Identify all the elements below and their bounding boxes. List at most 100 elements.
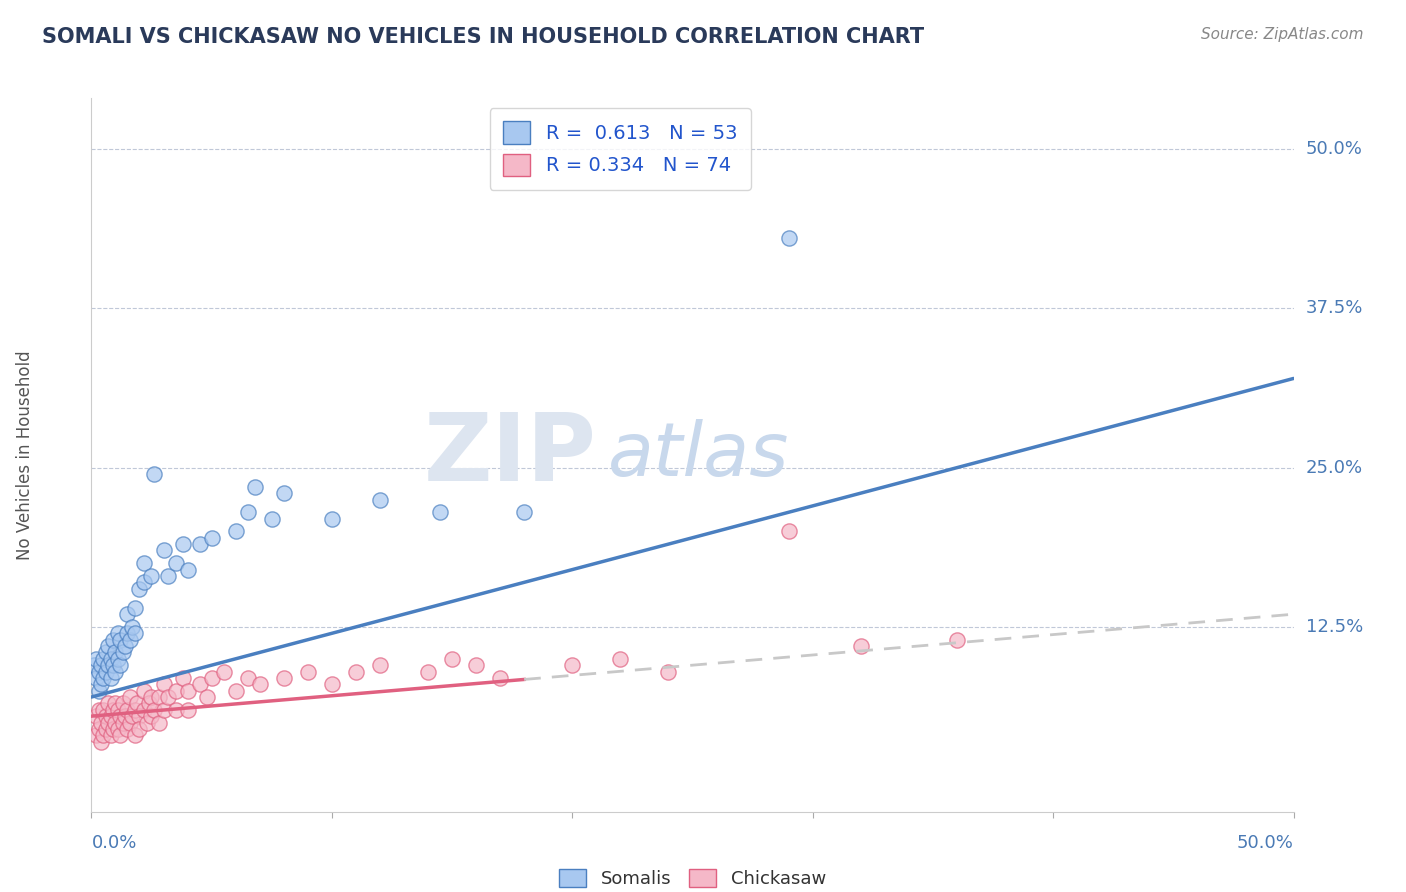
Point bbox=[141, 709, 163, 723]
Point bbox=[93, 728, 115, 742]
Point bbox=[97, 639, 120, 653]
Point bbox=[107, 652, 129, 666]
Point bbox=[111, 715, 134, 730]
Point bbox=[134, 683, 156, 698]
Point bbox=[110, 709, 132, 723]
Point bbox=[100, 652, 122, 666]
Point bbox=[101, 703, 124, 717]
Point bbox=[946, 632, 969, 647]
Point bbox=[124, 703, 146, 717]
Text: 50.0%: 50.0% bbox=[1237, 834, 1294, 852]
Text: No Vehicles in Household: No Vehicles in Household bbox=[17, 350, 34, 560]
Point bbox=[152, 703, 174, 717]
Point bbox=[97, 697, 120, 711]
Point bbox=[107, 626, 129, 640]
Point bbox=[118, 715, 141, 730]
Point bbox=[124, 600, 146, 615]
Point bbox=[118, 632, 141, 647]
Point bbox=[513, 505, 536, 519]
Point bbox=[128, 709, 150, 723]
Point bbox=[172, 671, 194, 685]
Point bbox=[778, 524, 800, 539]
Point bbox=[117, 703, 139, 717]
Point bbox=[84, 652, 107, 666]
Point bbox=[101, 722, 124, 736]
Point bbox=[100, 709, 122, 723]
Point bbox=[212, 665, 235, 679]
Point bbox=[368, 492, 391, 507]
Point bbox=[124, 626, 146, 640]
Point bbox=[87, 703, 110, 717]
Point bbox=[121, 620, 143, 634]
Point bbox=[225, 524, 247, 539]
Point bbox=[236, 671, 259, 685]
Text: 0.0%: 0.0% bbox=[91, 834, 136, 852]
Legend: Somalis, Chickasaw: Somalis, Chickasaw bbox=[551, 862, 834, 892]
Point bbox=[125, 697, 148, 711]
Point bbox=[609, 652, 631, 666]
Point bbox=[849, 639, 872, 653]
Point bbox=[249, 677, 271, 691]
Point bbox=[344, 665, 367, 679]
Point bbox=[101, 632, 124, 647]
Point bbox=[201, 531, 224, 545]
Point bbox=[142, 703, 165, 717]
Point bbox=[157, 569, 180, 583]
Point bbox=[148, 715, 170, 730]
Point bbox=[101, 658, 124, 673]
Point bbox=[141, 569, 163, 583]
Point bbox=[117, 722, 139, 736]
Point bbox=[243, 480, 266, 494]
Point bbox=[778, 231, 800, 245]
Point bbox=[90, 734, 112, 748]
Point bbox=[273, 486, 295, 500]
Point bbox=[94, 665, 117, 679]
Point bbox=[117, 607, 139, 622]
Point bbox=[172, 537, 194, 551]
Point bbox=[165, 683, 187, 698]
Point bbox=[321, 511, 343, 525]
Point bbox=[100, 671, 122, 685]
Point bbox=[260, 511, 283, 525]
Text: 12.5%: 12.5% bbox=[1306, 618, 1362, 636]
Point bbox=[201, 671, 224, 685]
Point bbox=[128, 722, 150, 736]
Point bbox=[273, 671, 295, 685]
Point bbox=[297, 665, 319, 679]
Point bbox=[416, 665, 439, 679]
Point bbox=[84, 709, 107, 723]
Point bbox=[188, 537, 211, 551]
Point bbox=[121, 709, 143, 723]
Point bbox=[142, 467, 165, 481]
Text: 25.0%: 25.0% bbox=[1306, 458, 1362, 476]
Point bbox=[561, 658, 583, 673]
Point bbox=[90, 677, 112, 691]
Point bbox=[94, 722, 117, 736]
Point bbox=[83, 658, 105, 673]
Point bbox=[188, 677, 211, 691]
Text: 37.5%: 37.5% bbox=[1306, 300, 1362, 318]
Point bbox=[134, 556, 156, 570]
Point bbox=[107, 703, 129, 717]
Text: Source: ZipAtlas.com: Source: ZipAtlas.com bbox=[1201, 27, 1364, 42]
Point bbox=[90, 715, 112, 730]
Point bbox=[165, 703, 187, 717]
Point bbox=[94, 709, 117, 723]
Point bbox=[657, 665, 679, 679]
Point bbox=[195, 690, 218, 704]
Point bbox=[368, 658, 391, 673]
Point bbox=[118, 690, 141, 704]
Point bbox=[84, 671, 107, 685]
Point bbox=[225, 683, 247, 698]
Point bbox=[111, 697, 134, 711]
Text: SOMALI VS CHICKASAW NO VEHICLES IN HOUSEHOLD CORRELATION CHART: SOMALI VS CHICKASAW NO VEHICLES IN HOUSE… bbox=[42, 27, 924, 46]
Point bbox=[176, 563, 198, 577]
Point bbox=[104, 665, 127, 679]
Point bbox=[152, 543, 174, 558]
Point bbox=[93, 703, 115, 717]
Point bbox=[138, 697, 160, 711]
Text: ZIP: ZIP bbox=[423, 409, 596, 501]
Point bbox=[87, 722, 110, 736]
Point bbox=[176, 703, 198, 717]
Text: 50.0%: 50.0% bbox=[1306, 140, 1362, 158]
